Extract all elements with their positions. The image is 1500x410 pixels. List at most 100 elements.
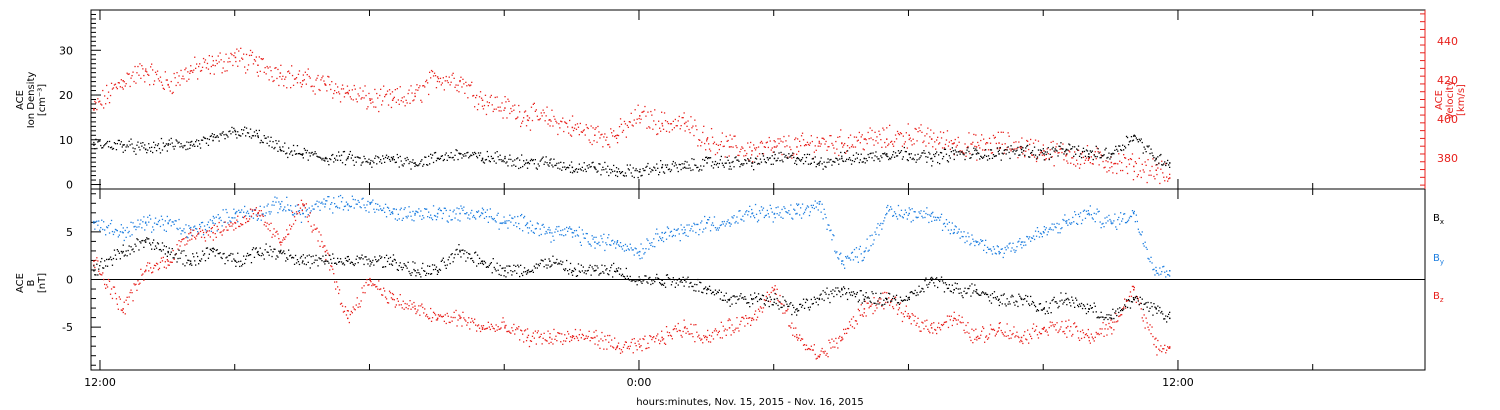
by-series-point: [847, 257, 850, 259]
bz-series-point: [1024, 331, 1026, 333]
by-series-point: [1036, 227, 1039, 229]
by-series-point: [939, 216, 942, 218]
by-series-point: [293, 212, 296, 215]
by-series-point: [427, 216, 429, 218]
by-series-point: [1000, 248, 1002, 250]
bz-series-point: [172, 249, 174, 252]
velocity-series-point: [858, 131, 860, 134]
density-series-point: [974, 149, 976, 152]
by-series-point: [924, 216, 926, 219]
density-series-point: [115, 149, 118, 151]
bz-series-point: [1130, 295, 1133, 297]
bz-series-point: [459, 315, 461, 317]
velocity-series-point: [302, 74, 304, 76]
velocity-series-point: [845, 152, 847, 154]
velocity-series-point: [514, 104, 516, 106]
velocity-series-point: [188, 78, 190, 80]
velocity-series-point: [313, 85, 315, 88]
bz-series-point: [1056, 322, 1058, 324]
bx-series-point: [265, 243, 267, 245]
velocity-series-point: [431, 70, 434, 73]
by-series-point: [1081, 219, 1084, 221]
bz-series-point: [851, 326, 854, 328]
bz-series-point: [704, 336, 706, 339]
velocity-series-datapoint: [908, 134, 910, 136]
by-series-point: [603, 233, 605, 235]
velocity-series-point: [932, 146, 934, 148]
density-series-point: [1025, 147, 1027, 149]
by-series-point: [792, 218, 794, 220]
bz-series-point: [830, 347, 832, 349]
bz-series-point: [846, 327, 849, 330]
by-series-point: [1035, 235, 1038, 237]
velocity-series-point: [682, 117, 684, 119]
bz-series-point: [648, 347, 650, 349]
by-series-point: [1058, 223, 1060, 225]
velocity-series-point: [319, 89, 321, 92]
velocity-series-point: [856, 140, 858, 142]
by-series-point: [659, 236, 661, 238]
density-series-point: [705, 156, 707, 159]
bz-series-point: [930, 324, 932, 326]
bz-series-point: [961, 316, 963, 318]
density-series-point: [1010, 145, 1012, 147]
velocity-series-point: [296, 82, 299, 84]
density-series-point: [438, 158, 441, 160]
velocity-series-point: [162, 87, 164, 89]
by-series-point: [996, 245, 998, 247]
bz-series-point: [817, 355, 819, 357]
by-series-point: [247, 212, 250, 215]
by-series-point: [945, 219, 948, 221]
bz-series-point: [547, 330, 549, 332]
bz-series-point: [1009, 330, 1011, 332]
velocity-series-point: [615, 137, 618, 139]
bz-series-point: [609, 334, 611, 337]
by-series-point: [831, 239, 833, 241]
by-series-point: [281, 200, 283, 203]
velocity-series-point: [813, 151, 815, 153]
bx-series-point: [325, 254, 327, 256]
density-series-point: [637, 176, 639, 179]
velocity-series-point: [152, 69, 154, 71]
bz-series-point: [847, 327, 850, 330]
by-series-point: [601, 237, 603, 240]
density-series-point: [342, 151, 345, 153]
bz-series-point: [1106, 334, 1108, 336]
by-series-point: [404, 207, 406, 209]
by-series-point: [1082, 210, 1085, 212]
density-series-point: [132, 147, 134, 149]
by-series-point: [270, 211, 272, 213]
velocity-series-point: [655, 123, 657, 126]
velocity-series-point: [1141, 163, 1143, 165]
density-series-point: [207, 144, 210, 146]
density-series-point: [569, 164, 571, 166]
bz-series-point: [284, 238, 286, 240]
density-series-point: [272, 141, 274, 143]
density-series-point: [258, 129, 260, 132]
by-series-point: [874, 231, 876, 233]
bx-series-point: [229, 254, 231, 256]
density-series-point: [153, 141, 155, 143]
velocity-series-point: [1084, 159, 1087, 161]
bz-series-datapoint: [1110, 327, 1113, 329]
velocity-series-point: [1032, 142, 1035, 144]
velocity-series-point: [716, 152, 719, 154]
bz-series-point: [1084, 334, 1087, 336]
velocity-series-point: [245, 53, 248, 56]
by-series-point: [298, 210, 301, 212]
density-series-point: [190, 141, 192, 143]
density-series-point: [802, 163, 805, 165]
by-series-datapoint: [122, 231, 124, 234]
density-series-point: [985, 149, 987, 151]
by-series-point: [147, 216, 149, 218]
velocity-series-point: [773, 140, 775, 142]
by-series-point: [950, 229, 952, 231]
by-series-point: [325, 200, 327, 202]
by-series-point: [858, 248, 860, 250]
bz-series-point: [682, 330, 684, 333]
by-series-point: [507, 227, 509, 229]
bz-series-point: [421, 303, 423, 305]
by-series-point: [357, 199, 359, 202]
velocity-series-point: [703, 125, 705, 127]
density-series-point: [806, 153, 809, 155]
